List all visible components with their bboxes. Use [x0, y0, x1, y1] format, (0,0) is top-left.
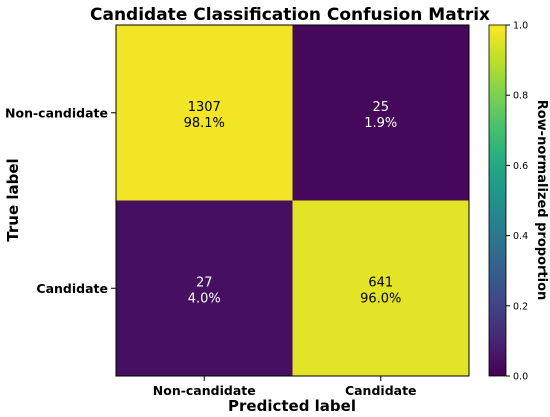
colorbar-tick-label: 0.4	[513, 231, 528, 242]
x-axis-title: Predicted label	[228, 397, 356, 415]
heatmap-cell	[116, 25, 293, 201]
heatmap-cells	[116, 25, 469, 376]
x-tick-label: Non-candidate	[153, 383, 256, 398]
colorbar	[488, 24, 507, 377]
cell-percent-label: 96.0%	[360, 291, 401, 306]
x-tick-label: Candidate	[345, 383, 417, 398]
x-axis-ticks: Non-candidate Candidate	[153, 376, 417, 398]
cell-percent-label: 4.0%	[188, 291, 221, 306]
colorbar-tick-label: 0.6	[513, 161, 528, 172]
cell-count-label: 1307	[188, 100, 221, 115]
y-axis-title: True label	[4, 158, 22, 241]
heatmap-cell	[116, 200, 293, 376]
colorbar-tick-label: 1.0	[513, 21, 528, 32]
cell-percent-label: 98.1%	[184, 116, 225, 131]
cell-count-label: 25	[372, 100, 389, 115]
cell-count-label: 27	[196, 275, 213, 290]
colorbar-label: Row-normalized proportion	[534, 100, 549, 301]
y-axis-ticks: Non-candidate Candidate	[5, 105, 116, 296]
heatmap-cell	[292, 25, 469, 201]
y-tick-label: Non-candidate	[5, 105, 108, 120]
chart-title: Candidate Classification Confusion Matri…	[90, 5, 490, 25]
heatmap-cell	[292, 200, 469, 376]
cell-count-label: 641	[368, 275, 393, 290]
colorbar-tick-label: 0.0	[513, 372, 528, 383]
plot-frame	[115, 24, 470, 377]
colorbar-ticks: 0.0 0.2 0.4 0.6 0.8 1.0	[506, 21, 528, 383]
colorbar-tick-label: 0.8	[513, 91, 528, 102]
cell-percent-label: 1.9%	[364, 116, 397, 131]
y-tick-label: Candidate	[36, 281, 108, 296]
colorbar-tick-label: 0.2	[513, 301, 528, 312]
